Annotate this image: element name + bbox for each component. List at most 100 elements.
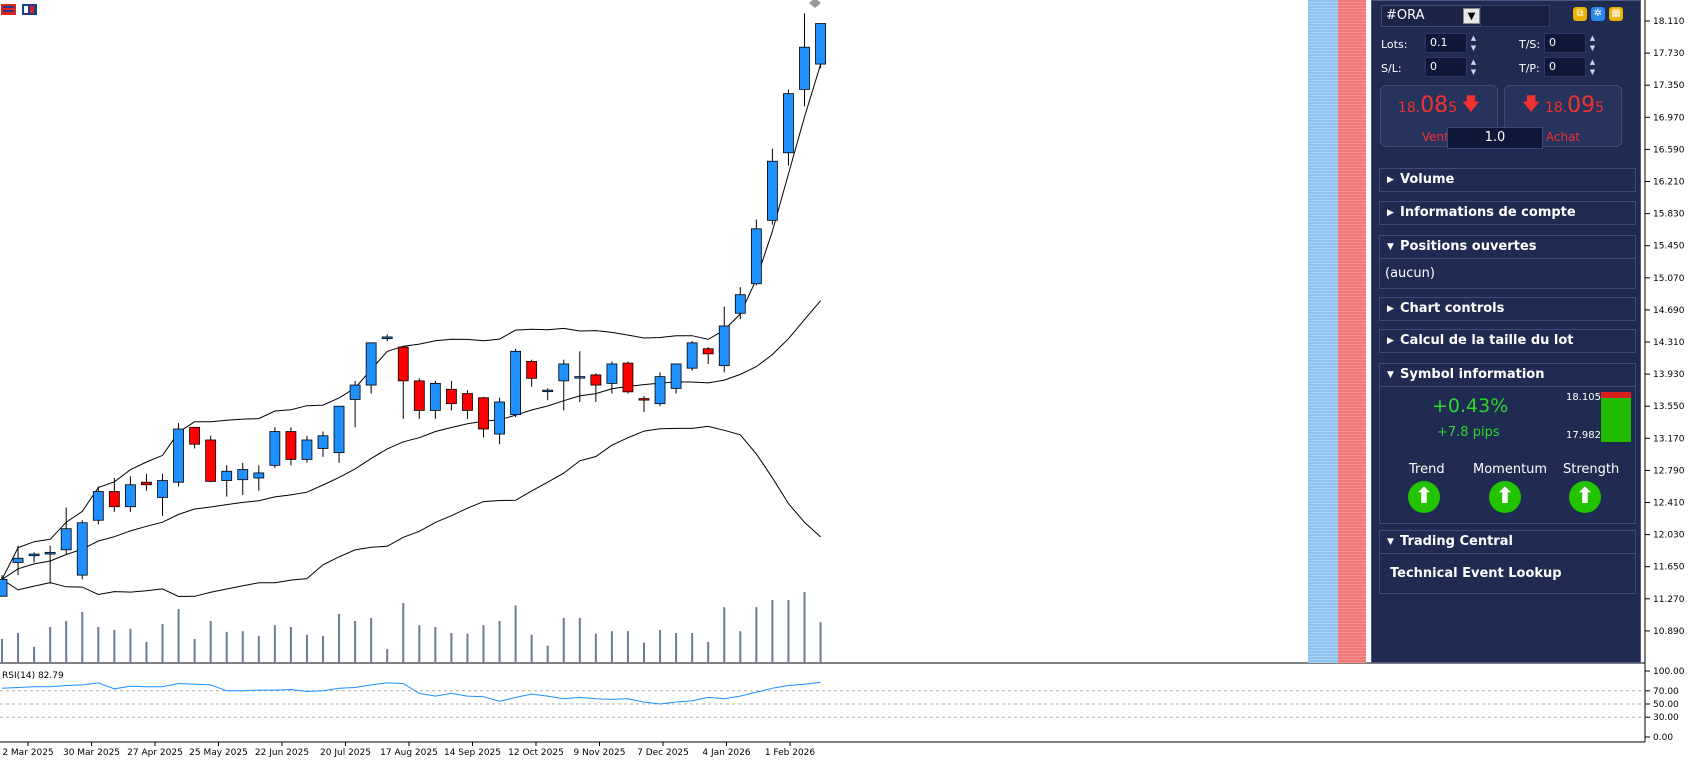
volume-bar	[1, 639, 3, 662]
candle-body	[157, 480, 168, 498]
candle-body	[734, 294, 746, 314]
technical-event-lookup-link[interactable]: Technical Event Lookup	[1390, 566, 1562, 581]
candle-body	[686, 342, 698, 369]
volume-bar	[450, 633, 453, 662]
x-tick-label: 25 May 2025	[189, 748, 248, 758]
lot-size-input[interactable]: 1.0	[1447, 127, 1543, 149]
rsi-tick-label: 0.00	[1653, 733, 1673, 743]
range-low: 17.982	[1566, 430, 1601, 441]
candle-body	[750, 228, 762, 285]
section-account-label: Informations de compte	[1400, 205, 1576, 220]
chart-toolbar-icons[interactable]	[1, 4, 37, 15]
volume-bar	[81, 612, 84, 662]
volume-bar	[338, 613, 341, 662]
sell-price-big: 08	[1420, 93, 1449, 118]
y-tick-label: 11.270	[1653, 595, 1685, 605]
caret-right-icon: ▶	[1387, 336, 1394, 346]
y-tick-label: 15.830	[1653, 210, 1685, 220]
candle-body	[542, 389, 554, 393]
rsi-label: RSI(14) 82.79	[2, 671, 64, 681]
ts-input[interactable]: 0	[1544, 33, 1586, 53]
chart-trade-icon[interactable]	[22, 4, 37, 15]
tp-stepper[interactable]: ▲ ▼	[1589, 58, 1596, 76]
candle-body	[590, 374, 602, 386]
lots-input[interactable]: 0.1	[1425, 33, 1467, 53]
chart-list-icon[interactable]	[1, 4, 16, 15]
section-positions[interactable]: ▼ Positions ouvertes	[1379, 235, 1636, 259]
momentum-label: Momentum	[1473, 462, 1548, 477]
y-tick-label: 10.890	[1653, 627, 1685, 637]
copy-icon[interactable]: ⧉	[1573, 7, 1587, 21]
candle-body	[767, 160, 778, 221]
symbol-extra-field[interactable]	[1480, 5, 1550, 27]
y-tick-label: 13.930	[1653, 370, 1685, 380]
volume-bar	[386, 649, 389, 662]
candle-body	[462, 393, 473, 411]
symbol-select[interactable]: #ORA ▼	[1381, 5, 1483, 27]
arrow-down-icon: 🡇	[1461, 94, 1481, 115]
ts-stepper[interactable]: ▲ ▼	[1589, 34, 1596, 52]
chevron-down-icon[interactable]: ▼	[1463, 8, 1480, 24]
section-lot-calc[interactable]: ▶ Calcul de la taille du lot	[1379, 329, 1636, 353]
volume-bar	[819, 622, 822, 662]
rsi-tick-label: 100.00	[1653, 667, 1685, 677]
volume-bar	[257, 636, 260, 662]
x-tick-label: 30 Mar 2025	[63, 748, 120, 758]
candle-body	[654, 376, 666, 405]
bollinger-upper	[1, 64, 822, 580]
sl-input[interactable]: 0	[1425, 57, 1467, 77]
candle-body	[205, 439, 217, 482]
section-chart-controls[interactable]: ▶ Chart controls	[1379, 297, 1636, 321]
volume-bar	[626, 631, 629, 662]
y-tick-label: 12.030	[1653, 531, 1685, 541]
candle-body	[413, 380, 425, 411]
x-tick-label: 17 Aug 2025	[380, 748, 438, 758]
volume-bar	[610, 631, 613, 662]
volume-bar	[193, 639, 196, 662]
section-trading-central[interactable]: ▼ Trading Central	[1379, 530, 1636, 554]
trading-central-body: Technical Event Lookup	[1379, 554, 1636, 594]
rsi-line	[1, 681, 821, 705]
candle-body	[670, 363, 682, 389]
volume-bar	[225, 631, 228, 662]
trend-label: Trend	[1409, 462, 1445, 477]
candle-body	[494, 401, 505, 435]
lots-stepper[interactable]: ▲ ▼	[1470, 34, 1477, 52]
section-volume[interactable]: ▶ Volume	[1379, 168, 1636, 192]
section-account[interactable]: ▶ Informations de compte	[1379, 201, 1636, 225]
candle-body	[125, 484, 136, 508]
volume-bar	[322, 636, 324, 662]
depth-bar-bid	[1308, 0, 1338, 663]
x-tick-label: 22 Jun 2025	[255, 748, 309, 758]
gear-icon[interactable]: ✲	[1591, 7, 1605, 21]
caret-right-icon: ▶	[1387, 304, 1394, 314]
candle-body	[558, 363, 570, 382]
momentum-up-icon: ⬆	[1489, 481, 1521, 513]
y-tick-label: 14.690	[1653, 306, 1685, 316]
candle-body	[301, 439, 313, 460]
sl-stepper[interactable]: ▲ ▼	[1470, 58, 1477, 76]
buy-price-suffix: 5	[1595, 100, 1605, 116]
candle-body	[44, 551, 56, 555]
candle-body	[445, 388, 457, 405]
range-bar-top	[1601, 392, 1631, 398]
y-tick-label: 15.070	[1653, 274, 1685, 284]
section-symbol-info[interactable]: ▼ Symbol information	[1379, 363, 1636, 387]
volume-bar	[161, 624, 164, 662]
tp-input[interactable]: 0	[1544, 57, 1586, 77]
grid-icon[interactable]: ▦	[1609, 7, 1623, 21]
volume-bar	[659, 630, 662, 662]
candle-body	[92, 491, 104, 521]
volume-bar	[177, 609, 180, 662]
buy-price-prefix: 18.	[1544, 100, 1568, 116]
symbol-value: #ORA	[1386, 8, 1425, 23]
candle-body	[381, 336, 393, 340]
volume-bar	[739, 631, 742, 662]
volume-bar	[691, 633, 694, 662]
volume-bar	[241, 631, 244, 662]
y-tick-label: 11.650	[1653, 563, 1685, 573]
volume-bar	[482, 625, 485, 662]
depth-bar-ask	[1338, 0, 1366, 663]
sell-price-suffix: 5	[1448, 100, 1458, 116]
